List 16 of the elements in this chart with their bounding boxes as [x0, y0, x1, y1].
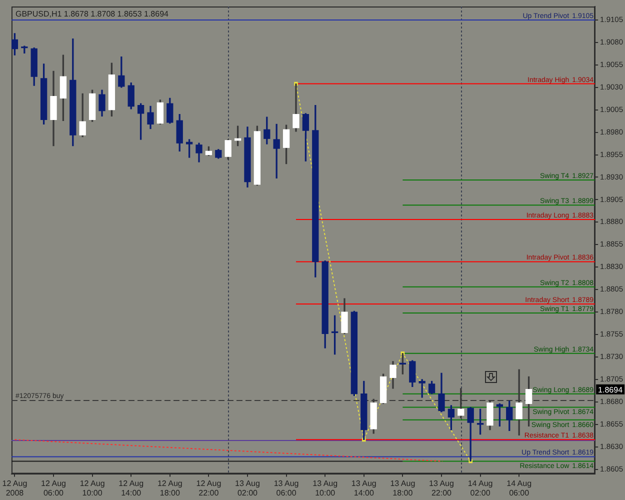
annotation: 1.8694 — [598, 385, 624, 394]
x-tick-label: 12 Aug 06:00 — [41, 478, 66, 498]
x-tick-label: 13 Aug 02:00 — [235, 478, 260, 498]
x-tick-label: 12 Aug 18:00 — [157, 478, 182, 498]
x-tick-label: 13 Aug 06:00 — [274, 478, 299, 498]
chart-title: GBPUSD,H1 1.8678 1.8708 1.8653 1.8694 — [15, 10, 170, 18]
x-tick-label: 13 Aug 18:00 — [390, 478, 416, 498]
x-tick-label: 13 Aug 14:00 — [351, 478, 376, 498]
x-tick-label: 12 Aug 10:00 — [80, 478, 105, 498]
x-tick-label: 13 Aug 10:00 — [312, 478, 338, 498]
x-tick-label: 13 Aug 22:00 — [429, 478, 454, 498]
x-tick-label: 12 Aug 14:00 — [118, 478, 144, 498]
x-tick-label: 12 Aug 2008 — [2, 478, 28, 498]
x-tick-label: 14 Aug 02:00 — [468, 478, 493, 498]
x-tick-label: 12 Aug 22:00 — [196, 478, 222, 498]
x-tick-label: 14 Aug 06:00 — [506, 478, 532, 498]
